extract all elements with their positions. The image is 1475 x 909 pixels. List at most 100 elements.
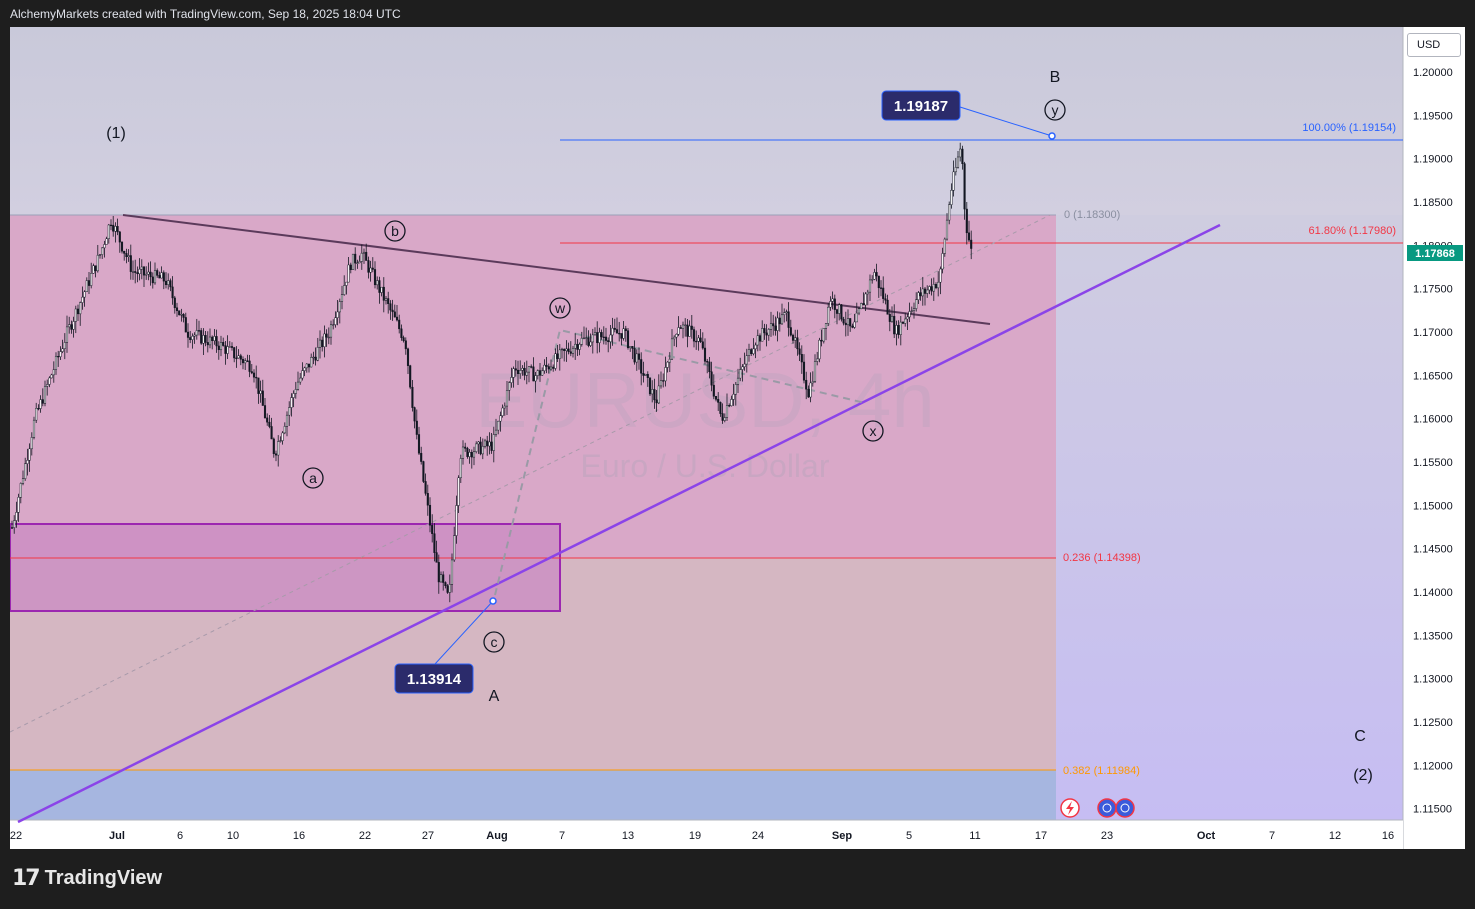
candle-body <box>926 289 929 294</box>
candle-body <box>268 421 271 427</box>
candle-body <box>833 298 836 310</box>
candle-body <box>83 291 86 298</box>
candle-body <box>340 294 344 302</box>
candle-body <box>525 371 528 376</box>
candle-body <box>224 345 227 354</box>
candle-body <box>316 347 319 361</box>
candle-body <box>10 527 14 529</box>
tradingview-logo[interactable]: 17 TradingView <box>12 866 162 891</box>
candle-body <box>90 273 93 286</box>
candle-body <box>369 267 372 273</box>
candle-body <box>864 293 867 306</box>
candle-body <box>457 477 460 506</box>
candle-body <box>741 366 744 370</box>
candle-body <box>171 286 174 299</box>
candle-body <box>63 342 66 349</box>
candle-body <box>723 417 726 421</box>
candle-body <box>74 308 77 322</box>
candle-body <box>829 301 832 308</box>
price-tick-label: 1.12000 <box>1413 760 1453 772</box>
candle-body <box>415 420 418 435</box>
candle-body <box>178 310 181 316</box>
fib-diagonal-dashed <box>10 214 1051 733</box>
candle-body <box>193 334 196 337</box>
candle-body <box>840 304 843 320</box>
candle-body <box>54 355 58 370</box>
candle-body <box>743 363 746 368</box>
wxy-correction-path <box>494 328 866 596</box>
candle-body <box>453 535 456 561</box>
candle-body <box>745 355 748 365</box>
candle-body <box>952 171 955 191</box>
last-price-value: 1.17868 <box>1415 248 1455 260</box>
price-chart[interactable]: 1.200001.195001.190001.185001.180001.175… <box>10 27 1465 849</box>
candle-body <box>580 337 583 345</box>
candle-body <box>391 309 394 313</box>
candle-body <box>510 377 513 383</box>
candle-body <box>937 281 940 289</box>
lightning-icon[interactable] <box>1060 798 1080 818</box>
candle-body <box>763 328 766 334</box>
price-tick-label: 1.12500 <box>1413 717 1453 729</box>
fib-label-100: 100.00% (1.19154) <box>1302 122 1396 134</box>
instrument-watermark: Euro / U.S. Dollar <box>581 448 830 484</box>
candle-body <box>820 339 823 342</box>
candle-body <box>329 324 333 338</box>
candle-body <box>530 366 533 368</box>
candle-body <box>81 296 84 303</box>
svg-text:w: w <box>554 300 566 316</box>
candle-body <box>87 280 91 286</box>
candle-body <box>545 364 548 367</box>
candle-body <box>428 504 432 526</box>
candle-body <box>961 148 964 164</box>
candle-body <box>477 441 480 445</box>
zone-fib-0-236 <box>10 215 1056 558</box>
candle-body <box>129 255 132 272</box>
candle-body <box>725 405 729 418</box>
candle-body <box>761 328 764 342</box>
candle-body <box>230 346 234 348</box>
candle-body <box>706 361 709 363</box>
candle-body <box>602 336 605 339</box>
candle-body <box>582 337 586 339</box>
candle-body <box>17 497 20 513</box>
price-tick-label: 1.11500 <box>1413 804 1452 816</box>
candle-body <box>296 381 300 390</box>
candle-body <box>134 271 137 273</box>
candle-body <box>877 275 880 289</box>
candle-body <box>778 317 781 325</box>
candle-body <box>626 330 630 349</box>
candle-body <box>259 390 262 394</box>
candle-body <box>459 458 462 479</box>
candle-body <box>277 441 280 456</box>
price-tick-label: 1.14500 <box>1413 544 1453 556</box>
candle-body <box>838 304 841 314</box>
currency-selector[interactable]: USD <box>1407 33 1461 57</box>
candle-body <box>387 298 390 304</box>
low-price-callout[interactable]: 1.13914 <box>394 663 474 694</box>
candle-body <box>52 369 55 376</box>
candle-body <box>400 328 403 338</box>
candle-body <box>624 328 627 331</box>
candle-body <box>578 344 581 350</box>
candle-body <box>79 302 82 315</box>
candle-body <box>327 336 330 339</box>
wave-label-big-b: B <box>1050 69 1061 86</box>
candle-body <box>162 272 165 282</box>
time-tick-label: 17 <box>1035 830 1047 842</box>
candle-body <box>919 292 922 297</box>
candle-body <box>46 384 49 387</box>
time-tick-label: 22 <box>10 830 22 842</box>
candle-body <box>142 266 146 276</box>
economic-events-icon[interactable] <box>1097 798 1135 818</box>
candle-body <box>721 413 724 421</box>
candle-body <box>565 348 568 351</box>
candle-body <box>307 363 311 368</box>
candle-body <box>305 363 308 369</box>
fib-label-0: 0 (1.18300) <box>1064 209 1120 221</box>
candle-body <box>677 327 680 335</box>
candle-body <box>921 288 924 297</box>
high-price-callout[interactable]: 1.19187 <box>881 90 961 121</box>
candle-body <box>754 344 757 350</box>
candle-body <box>492 434 495 451</box>
